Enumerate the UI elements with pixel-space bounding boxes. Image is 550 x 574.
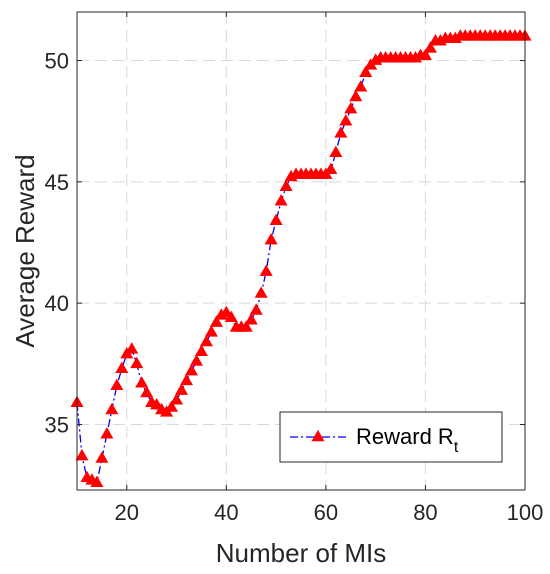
legend: Reward Rt (279, 411, 503, 463)
data-point-marker (269, 213, 283, 225)
data-point-marker (274, 194, 288, 206)
data-point-marker (244, 313, 258, 325)
x-tick-label: 60 (314, 500, 338, 525)
data-point-marker (189, 354, 203, 366)
x-tick-label: 80 (413, 500, 437, 525)
data-point-marker (199, 334, 213, 347)
data-point-marker (339, 114, 353, 126)
data-point-marker (179, 373, 194, 386)
data-point-marker (259, 264, 273, 276)
data-point-marker (279, 179, 293, 192)
data-point-marker (324, 162, 338, 175)
legend-label-subscript: t (454, 439, 459, 456)
data-point-marker (359, 65, 373, 77)
data-point-marker (95, 451, 109, 463)
data-point-marker (100, 427, 114, 439)
data-point-marker (175, 383, 189, 395)
y-tick-label: 50 (45, 49, 69, 74)
data-point-marker (130, 356, 144, 369)
legend-label: Reward Rt (356, 424, 459, 456)
data-point-marker (329, 145, 343, 158)
data-point-marker (110, 378, 124, 390)
y-tick-label: 45 (45, 170, 69, 195)
data-point-marker (204, 325, 218, 337)
legend-label-main: Reward R (356, 424, 454, 449)
data-point-marker (344, 101, 358, 114)
data-point-marker (334, 126, 348, 138)
data-point-marker (209, 315, 223, 327)
data-point-marker (254, 286, 268, 298)
ticks: 20 40 60 80 100 35 40 45 50 (45, 12, 544, 525)
data-point-marker (264, 232, 278, 245)
data-point-marker (165, 400, 179, 412)
data-point-marker (249, 303, 263, 315)
data-point-marker (194, 344, 208, 356)
data-point-marker (239, 320, 253, 332)
data-point-marker (125, 342, 139, 354)
grid (77, 12, 525, 490)
plot-frame (76, 11, 526, 491)
data-point-marker (354, 80, 368, 92)
y-axis-label: Average Reward (10, 154, 40, 347)
data-point-marker (115, 361, 129, 373)
data-point-marker (170, 393, 184, 405)
y-tick-label: 35 (45, 412, 69, 437)
data-point-marker (423, 41, 437, 53)
x-tick-label: 40 (214, 500, 238, 525)
data-point-marker (75, 448, 89, 461)
data-point-marker (105, 402, 119, 415)
data-point-marker (418, 48, 432, 60)
data-point-marker (140, 385, 154, 398)
y-tick-label: 40 (45, 291, 69, 316)
legend-marker-sample (311, 429, 325, 442)
data-point-marker (90, 475, 104, 488)
series-layer (70, 29, 532, 488)
data-point-marker (184, 364, 199, 376)
x-tick-label: 20 (115, 500, 139, 525)
data-point-marker (135, 376, 149, 388)
x-tick-label: 100 (507, 500, 544, 525)
plot-background (77, 12, 525, 490)
data-point-marker (349, 89, 363, 102)
data-point-marker (224, 310, 238, 323)
x-axis-label: Number of MIs (216, 538, 387, 568)
